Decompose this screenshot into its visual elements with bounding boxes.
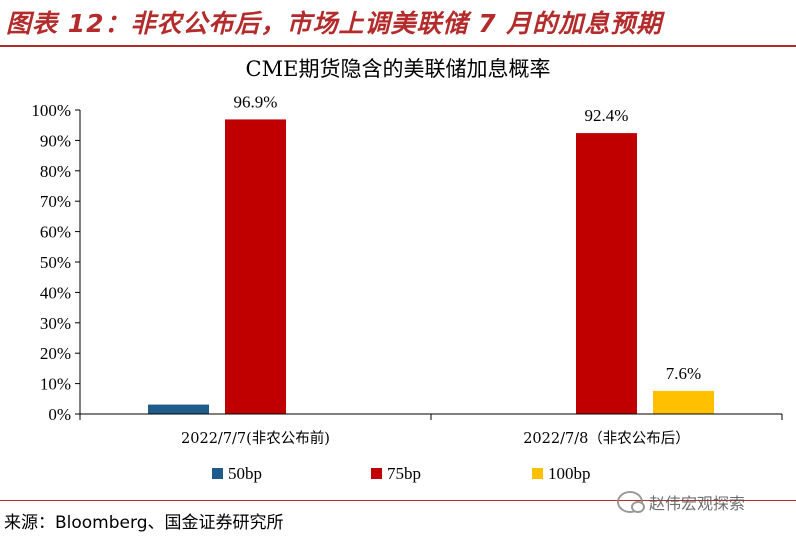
y-tick-label: 80% [40, 162, 71, 181]
y-tick-label: 100% [31, 101, 71, 120]
watermark-text: 赵伟宏观探索 [649, 494, 746, 513]
chart-title: CME期货隐含的美联储加息概率 [246, 57, 551, 81]
legend-swatch-50bp [212, 468, 223, 479]
source-rule [0, 500, 796, 501]
data-label: 96.9% [234, 92, 278, 111]
category-label: 2022/7/7(非农公布前) [181, 430, 330, 447]
legend-swatch-100bp [532, 468, 543, 479]
y-tick-label: 50% [40, 253, 71, 272]
y-tick-label: 30% [40, 314, 71, 333]
y-tick-label: 20% [40, 344, 71, 363]
bar-100bp-1 [653, 390, 714, 414]
bar-50bp-0 [148, 404, 209, 414]
source-note: 来源：Bloomberg、国金证券研究所 [4, 513, 284, 533]
data-label: 92.4% [585, 106, 629, 125]
bar-75bp-0 [225, 119, 286, 414]
y-tick-label: 70% [40, 192, 71, 211]
bar-chart: CME期货隐含的美联储加息概率 0% 10% 20% 30% 40% 50% 60% 70% 8… [31, 57, 783, 483]
category-label: 2022/7/8（非农公布后） [523, 430, 690, 447]
y-tick-label: 0% [48, 405, 71, 424]
y-tick-label: 60% [40, 223, 71, 242]
y-tick-label: 10% [40, 375, 71, 394]
bar-75bp-1 [576, 133, 637, 414]
y-tick-label: 40% [40, 283, 71, 302]
watermark: 赵伟宏观探索 [617, 490, 745, 514]
wechat-icon [617, 491, 645, 513]
y-tick-label: 90% [40, 131, 71, 150]
legend-label: 75bp [387, 464, 421, 483]
figure-title: 图表 12：非农公布后，市场上调美联储 7 月的加息预期 [6, 9, 663, 38]
title-rule [0, 45, 796, 47]
legend-label: 50bp [228, 464, 262, 483]
legend-swatch-75bp [371, 468, 382, 479]
data-label: 7.6% [666, 364, 701, 383]
legend-label: 100bp [548, 464, 591, 483]
